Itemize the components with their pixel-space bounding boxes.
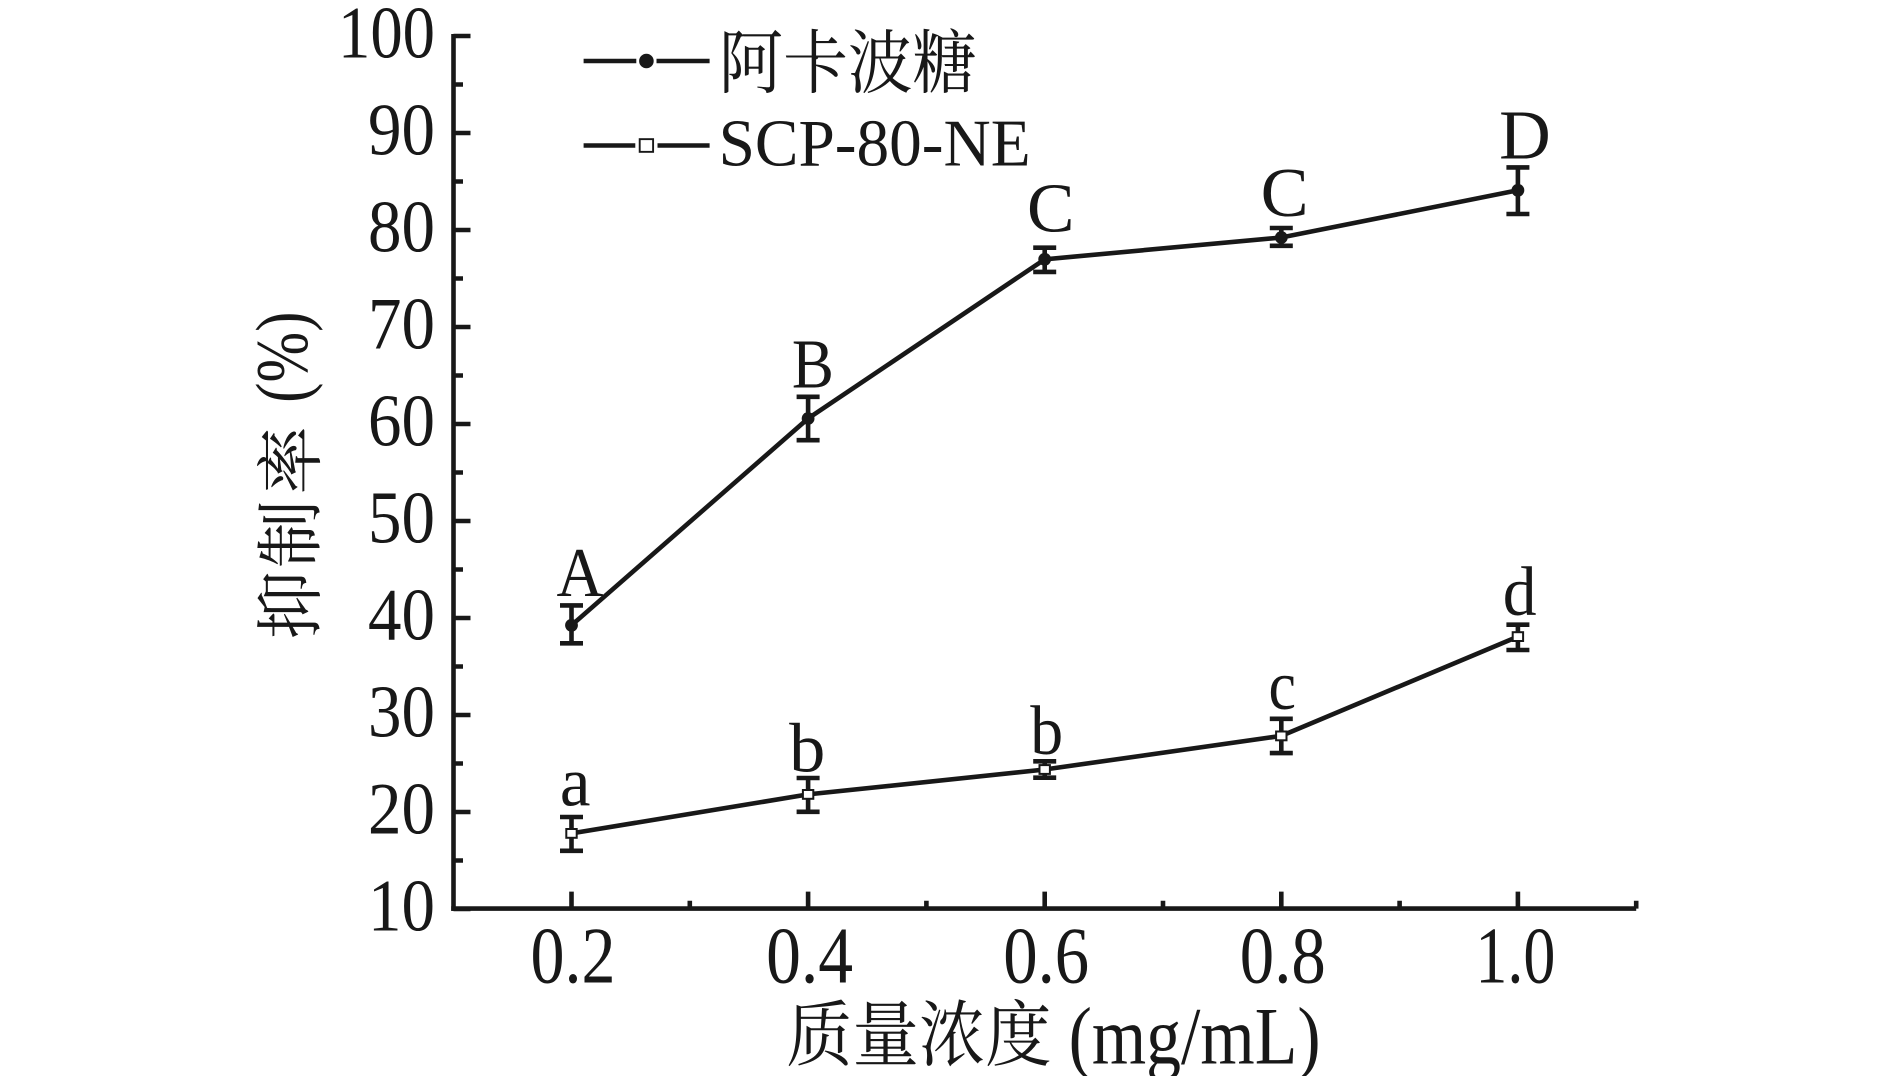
svg-text:0.2: 0.2 [531,913,616,1001]
svg-text:a: a [560,745,591,822]
svg-text:100: 100 [338,0,435,74]
svg-text:b: b [1030,693,1063,770]
svg-text:(mg/mL): (mg/mL) [1069,991,1321,1077]
svg-text:70: 70 [368,283,435,365]
svg-text:D: D [1499,98,1551,175]
svg-text:0.4: 0.4 [766,913,853,1001]
svg-text:c: c [1268,648,1296,725]
svg-text:b: b [789,710,825,787]
svg-text:0.6: 0.6 [1003,913,1089,1001]
svg-text:(%): (%) [242,312,324,403]
svg-text:80: 80 [368,186,435,268]
svg-text:50: 50 [368,477,435,559]
svg-text:20: 20 [368,768,435,850]
svg-text:60: 60 [368,380,435,462]
svg-text:10: 10 [368,865,435,947]
svg-text:SCP-80-NE: SCP-80-NE [719,107,1031,181]
svg-text:A: A [557,535,604,612]
svg-text:C: C [1261,155,1309,232]
svg-text:d: d [1503,554,1537,631]
svg-text:30: 30 [368,671,435,753]
svg-text:90: 90 [368,89,435,171]
svg-text:40: 40 [368,574,435,656]
svg-text:0.8: 0.8 [1240,913,1326,1001]
svg-text:C: C [1027,171,1075,248]
svg-text:1.0: 1.0 [1475,913,1555,1001]
svg-text:B: B [792,327,834,404]
